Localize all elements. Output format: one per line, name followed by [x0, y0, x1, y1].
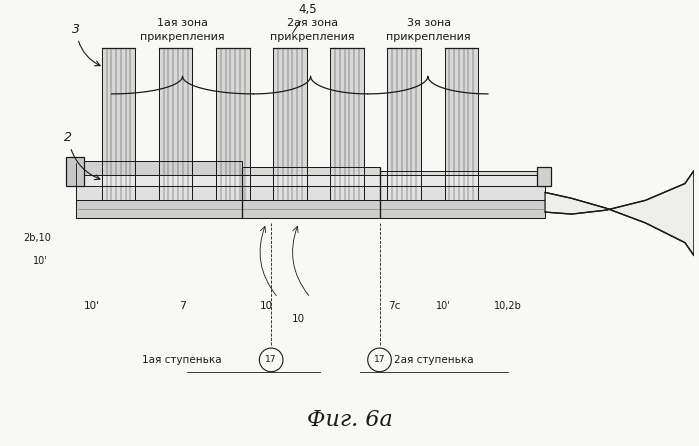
Text: прикрепления: прикрепления — [140, 32, 225, 42]
Text: 2: 2 — [64, 131, 100, 180]
Text: 10: 10 — [260, 301, 273, 311]
Text: 10': 10' — [84, 301, 100, 311]
Text: 2ая ступенька: 2ая ступенька — [394, 355, 473, 365]
Text: 10': 10' — [33, 256, 48, 266]
Polygon shape — [159, 48, 192, 200]
Text: 3: 3 — [72, 23, 100, 66]
Text: 7: 7 — [179, 301, 186, 311]
Text: прикрепления: прикрепления — [387, 32, 471, 42]
Polygon shape — [76, 161, 242, 175]
Polygon shape — [242, 167, 380, 175]
Text: Фиг. 6а: Фиг. 6а — [307, 409, 393, 431]
Text: 2b,10: 2b,10 — [23, 233, 51, 243]
Text: 17: 17 — [374, 355, 385, 364]
Text: 10: 10 — [292, 314, 305, 325]
Polygon shape — [273, 48, 307, 200]
Polygon shape — [76, 186, 545, 200]
Polygon shape — [76, 175, 545, 186]
Text: 10,2b: 10,2b — [493, 301, 521, 311]
Text: 4,5: 4,5 — [292, 3, 317, 33]
Polygon shape — [387, 48, 421, 200]
Text: 2ая зона: 2ая зона — [287, 18, 338, 28]
Text: 1ая зона: 1ая зона — [157, 18, 208, 28]
Polygon shape — [76, 200, 545, 218]
Text: 17: 17 — [266, 355, 277, 364]
Polygon shape — [102, 48, 135, 200]
Text: 3я зона: 3я зона — [407, 18, 451, 28]
Polygon shape — [380, 171, 545, 175]
Polygon shape — [537, 167, 551, 186]
Polygon shape — [216, 48, 250, 200]
Polygon shape — [331, 48, 363, 200]
Text: прикрепления: прикрепления — [271, 32, 355, 42]
Text: 7c: 7c — [388, 301, 401, 311]
Text: 10': 10' — [436, 301, 451, 311]
Polygon shape — [66, 157, 84, 186]
Text: 1ая ступенька: 1ая ступенька — [143, 355, 222, 365]
Polygon shape — [445, 48, 478, 200]
Polygon shape — [545, 171, 694, 256]
